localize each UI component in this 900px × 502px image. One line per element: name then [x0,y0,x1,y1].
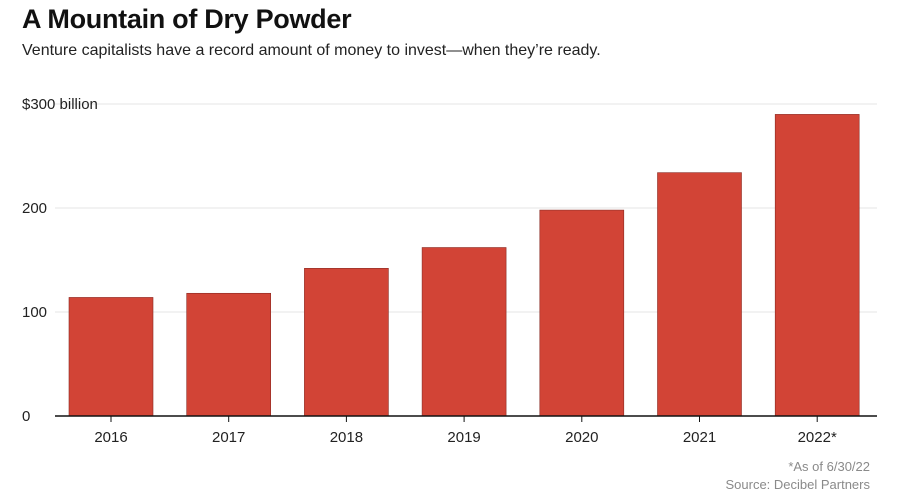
x-tick-label: 2020 [565,429,598,446]
bar [657,172,742,417]
y-tick-label: 100 [22,304,47,321]
chart-title: A Mountain of Dry Powder [22,4,352,34]
x-tick-label: 2022* [798,429,837,446]
bar [774,114,860,417]
bar [539,209,625,417]
bar [186,292,271,417]
x-tick-label: 2016 [94,429,127,446]
bar [421,247,507,417]
y-tick-label: 0 [22,408,30,425]
bar [304,268,389,417]
y-tick-label: $300 billion [22,96,98,113]
source-note: Source: Decibel Partners [725,477,870,492]
x-tick-label: 2017 [212,429,245,446]
bar [68,297,154,417]
y-tick-label: 200 [22,200,47,217]
x-tick-label: 2019 [447,429,480,446]
chart-subtitle: Venture capitalists have a record amount… [22,42,601,59]
x-tick-label: 2021 [683,429,716,446]
chart-footnote: *As of 6/30/22 Source: Decibel Partners [725,458,870,494]
x-tick-label: 2018 [330,429,363,446]
footnote-note: *As of 6/30/22 [788,459,870,474]
